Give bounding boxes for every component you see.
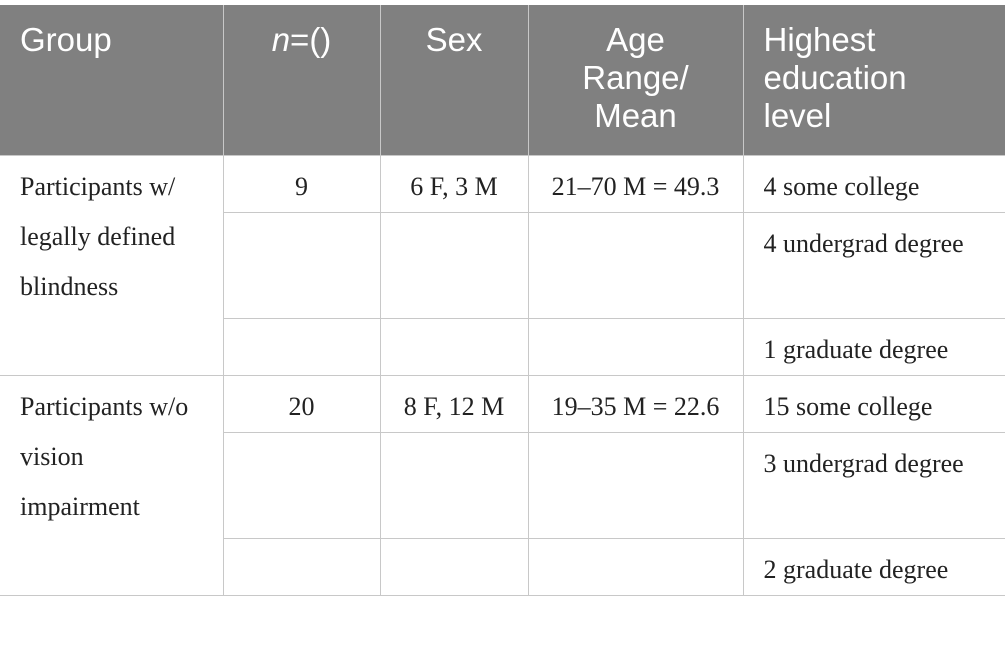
cell: 3 undergrad degree — [742, 432, 1005, 539]
header-cell: Sex — [380, 5, 529, 156]
education-value: 15 some college — [763, 392, 933, 421]
group-label: Participants w/o vision impairment — [20, 392, 189, 521]
empty-cell — [223, 318, 381, 376]
page: {"table": { "header": { "group": "Group"… — [0, 5, 1005, 648]
education-value: 1 graduate degree — [763, 335, 949, 364]
header-text: Range/ — [582, 59, 689, 96]
header-text: =() — [290, 21, 332, 58]
education-value: 4 some college — [763, 172, 920, 201]
cell: 20 — [222, 375, 381, 433]
n-value: 9 — [295, 172, 308, 201]
n-value: 20 — [288, 392, 315, 421]
header-cell: Highest education level — [743, 5, 1005, 156]
body-row: Participants w/ legally defined blindnes… — [0, 155, 1005, 376]
group-cell: Participants w/o vision impairment — [0, 375, 224, 596]
header-cell: Group — [0, 5, 224, 156]
body-row: 3 undergrad degree — [0, 432, 1005, 539]
age-value: 19–35 M = 22.6 — [551, 392, 720, 421]
header-text: education — [763, 59, 907, 96]
sex-value: 6 F, 3 M — [410, 172, 498, 201]
empty-cell — [379, 212, 529, 319]
body-row: Participants w/o vision impairment 20 8 F,… — [0, 375, 1005, 596]
header-text: Mean — [594, 97, 677, 134]
group-label: Participants w/ legally defined blindnes… — [20, 172, 176, 301]
cell: 2 graduate degree — [742, 538, 1005, 596]
empty-cell — [527, 538, 744, 596]
header-text: n — [271, 21, 291, 58]
body-row: 2 graduate degree — [0, 538, 1005, 596]
cell: 19–35 M = 22.6 — [527, 375, 744, 433]
empty-cell — [223, 432, 381, 539]
cell: 4 undergrad degree — [742, 212, 1005, 319]
cell: 15 some college — [742, 375, 1005, 433]
cell: 4 some college — [742, 155, 1005, 213]
empty-cell — [527, 212, 744, 319]
empty-cell — [223, 538, 381, 596]
sex-value: 8 F, 12 M — [403, 392, 505, 421]
education-value: 2 graduate degree — [763, 555, 949, 584]
cell: 9 — [222, 155, 381, 213]
cell: 8 F, 12 M — [379, 375, 529, 433]
header-text: Highest — [763, 21, 876, 58]
cell: 21–70 M = 49.3 — [527, 155, 744, 213]
header-text: Group — [20, 21, 112, 58]
education-value: 4 undergrad degree — [763, 229, 964, 258]
empty-cell — [379, 318, 529, 376]
participants-table: Group n=() Sex Age Range/ Mean Highest e… — [0, 5, 1005, 596]
body-row: 1 graduate degree — [0, 318, 1005, 376]
group-cell: Participants w/ legally defined blindnes… — [0, 155, 224, 376]
cell: 6 F, 3 M — [379, 155, 529, 213]
education-value: 3 undergrad degree — [763, 449, 964, 478]
header-text: Age — [606, 21, 665, 58]
header-text: Sex — [425, 21, 483, 58]
body-row: 4 undergrad degree — [0, 212, 1005, 319]
table-header: Group n=() Sex Age Range/ Mean Highest e… — [0, 5, 1005, 156]
header-text: level — [763, 97, 832, 134]
empty-cell — [527, 318, 744, 376]
age-value: 21–70 M = 49.3 — [551, 172, 720, 201]
empty-cell — [223, 212, 381, 319]
cell: 1 graduate degree — [742, 318, 1005, 376]
header-cell: Age Range/ Mean — [528, 5, 744, 156]
table-body: Participants w/ legally defined blindnes… — [0, 155, 1005, 596]
empty-cell — [527, 432, 744, 539]
empty-cell — [379, 432, 529, 539]
header-row: Group n=() Sex Age Range/ Mean Highest e… — [0, 5, 1005, 156]
empty-cell — [379, 538, 529, 596]
header-cell: n=() — [223, 5, 381, 156]
